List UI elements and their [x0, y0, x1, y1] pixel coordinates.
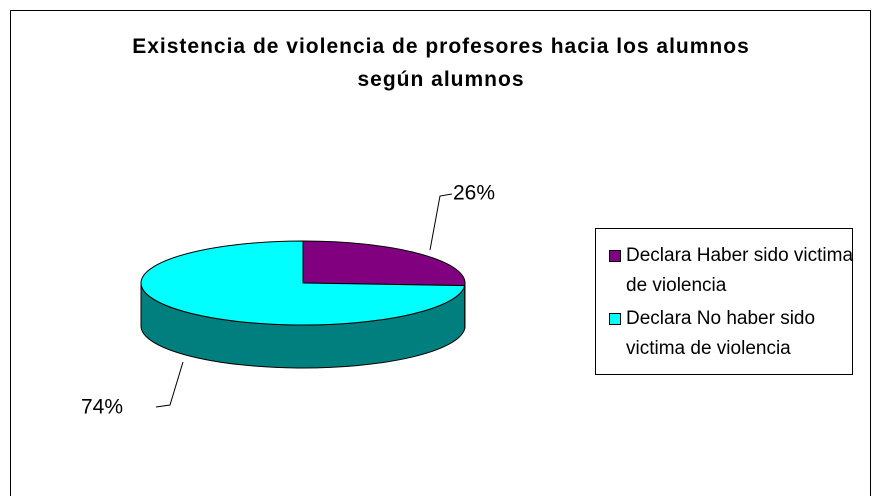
legend-label: Declara No haber sido victima de violenc… [626, 308, 816, 359]
pie [140, 240, 466, 369]
legend-swatch [609, 250, 621, 262]
pie-slice [302, 240, 466, 287]
data-label: 74% [81, 396, 123, 419]
legend-swatch [609, 313, 621, 325]
legend-label: Declara Haber sido victima de violencia [626, 245, 854, 296]
chart-border [10, 10, 871, 496]
data-label: 26% [453, 182, 495, 205]
pie-slice [140, 240, 466, 326]
chart-title: Existencia de violencia de profesores ha… [132, 35, 750, 91]
legend-entry: Declara No haber sido victima de violenc… [609, 304, 861, 364]
legend: Declara Haber sido victima de violencia D… [595, 228, 853, 375]
legend-entry: Declara Haber sido victima de violencia [609, 241, 861, 301]
leader-line [429, 193, 453, 251]
leader-line [155, 361, 184, 408]
